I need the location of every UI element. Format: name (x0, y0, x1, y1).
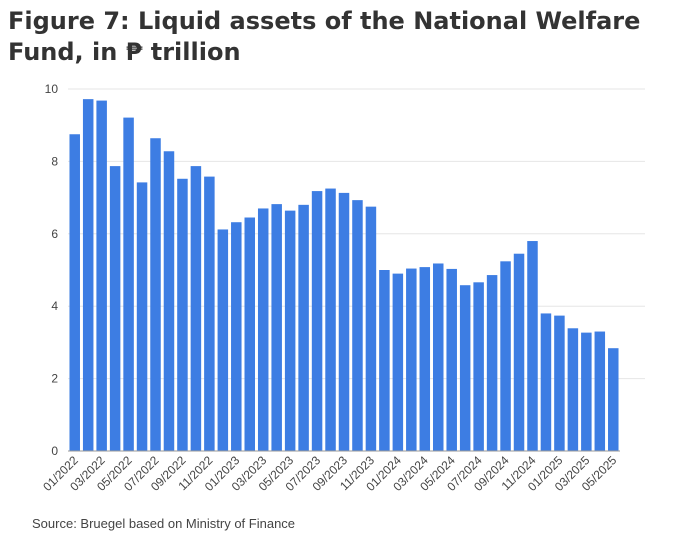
y-tick-label: 4 (51, 299, 58, 313)
bar-11-2023 (365, 206, 377, 451)
bar-05-2022 (123, 117, 134, 452)
bar-08-2024 (486, 275, 498, 451)
bar-05-2024 (446, 268, 457, 451)
bar-09-2023 (338, 192, 350, 452)
bar-07-2023 (311, 191, 323, 452)
chart-title: Figure 7: Liquid assets of the National … (8, 7, 641, 66)
bar-02-2023 (244, 217, 256, 451)
bar-01-2025 (554, 315, 565, 451)
bar-09-2022 (177, 178, 188, 451)
y-tick-label: 10 (45, 82, 59, 96)
bar-01-2023 (231, 222, 242, 451)
bar-10-2024 (513, 253, 525, 451)
source-note: Source: Bruegel based on Ministry of Fin… (32, 516, 296, 531)
bar-12-2022 (217, 229, 229, 451)
bar-03-2023 (257, 208, 269, 451)
bar-11-2024 (527, 241, 538, 451)
y-tick-label: 6 (51, 227, 58, 241)
bar-04-2024 (432, 263, 444, 451)
bar-12-2024 (540, 313, 552, 451)
bar-01-2024 (392, 273, 404, 451)
bar-08-2022 (163, 151, 175, 451)
y-tick-label: 8 (51, 154, 58, 168)
bar-03-2025 (581, 332, 592, 451)
bar-08-2023 (325, 188, 336, 452)
bar-05-2025 (608, 348, 619, 451)
bars (69, 99, 619, 452)
bar-11-2022 (204, 176, 215, 451)
bar-01-2022 (69, 134, 80, 451)
bar-03-2024 (419, 267, 431, 451)
bar-04-2023 (271, 204, 282, 451)
bar-12-2023 (379, 270, 390, 451)
bar-07-2022 (150, 138, 161, 451)
bar-06-2022 (136, 182, 148, 451)
y-tick-label: 0 (51, 444, 58, 458)
bar-06-2024 (459, 285, 471, 451)
bar-04-2025 (594, 331, 606, 451)
bar-02-2024 (406, 268, 417, 451)
bar-06-2023 (298, 204, 309, 451)
bar-10-2023 (352, 200, 363, 451)
bar-02-2022 (82, 99, 94, 452)
bar-07-2024 (473, 282, 484, 451)
bar-03-2022 (96, 100, 107, 452)
bar-04-2022 (109, 166, 121, 451)
bar-10-2022 (190, 166, 202, 451)
bar-02-2025 (567, 328, 579, 451)
y-tick-label: 2 (51, 372, 58, 386)
bar-09-2024 (500, 261, 511, 451)
bar-05-2023 (284, 210, 296, 451)
